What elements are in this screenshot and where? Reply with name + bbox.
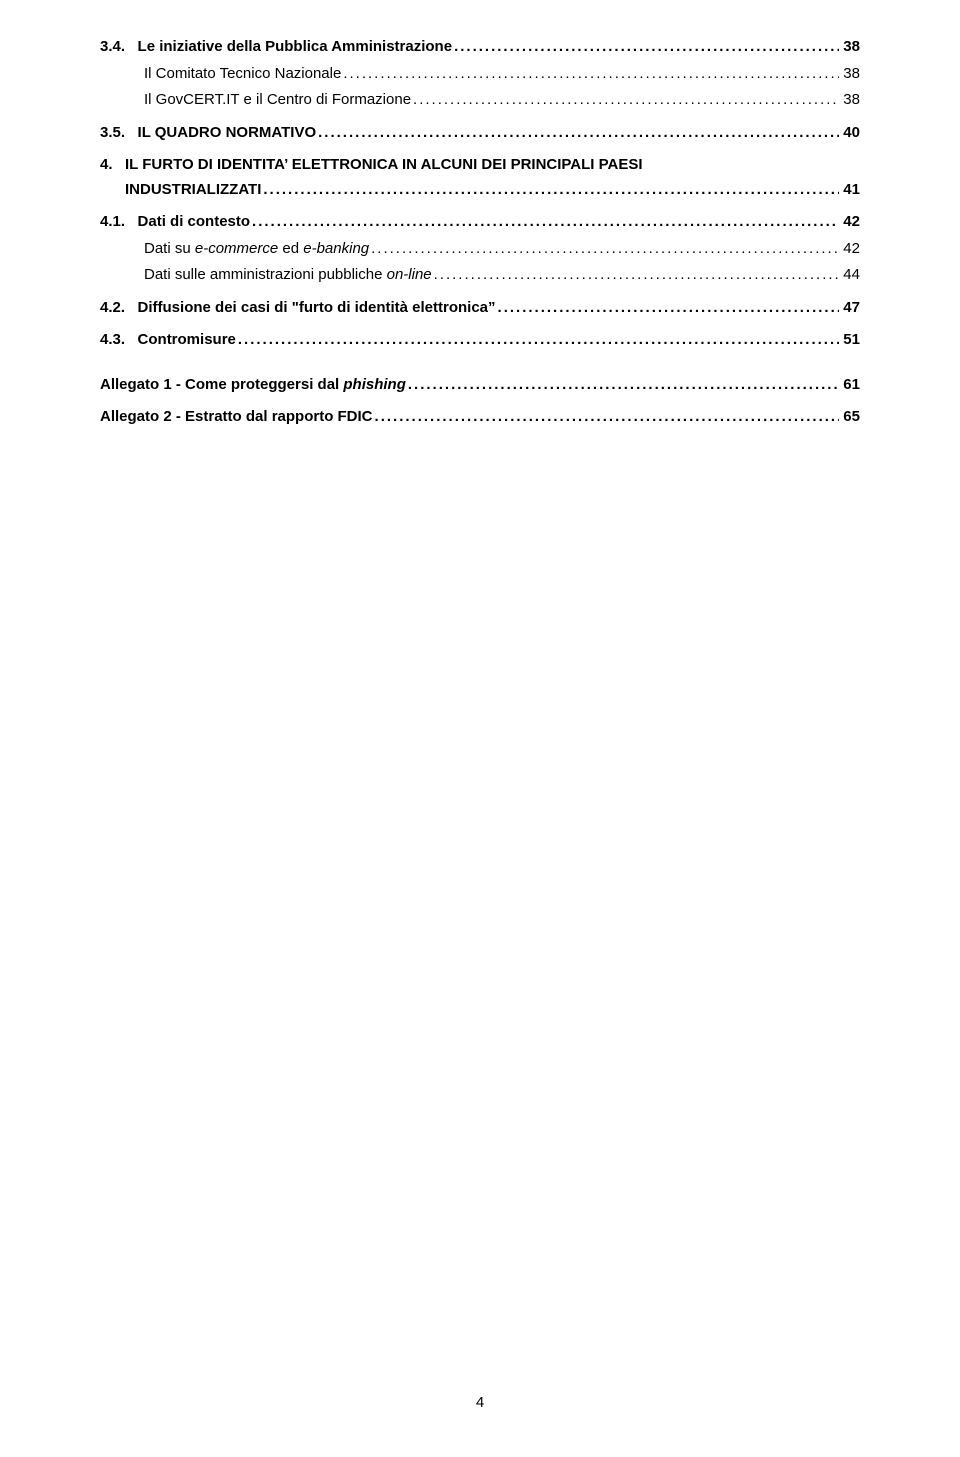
toc-label: Allegato 2 - Estratto dal rapporto FDIC [100,406,373,429]
toc-entry: 4.1. Dati di contesto 42 [100,211,860,234]
toc-leader-dots [341,63,839,86]
toc-entry: 3.5. IL QUADRO NORMATIVO 40 [100,122,860,145]
toc-page: 38 [839,63,860,86]
toc-entry: Allegato 2 - Estratto dal rapporto FDIC … [100,406,860,429]
toc-leader-dots [369,238,839,261]
toc-number: 4.1. [100,211,138,234]
toc-page: 47 [839,297,860,320]
toc-entry: Dati sulle amministrazioni pubbliche on-… [100,264,860,287]
toc-label: Il Comitato Tecnico Nazionale [144,63,341,86]
table-of-contents: 3.4. Le iniziative della Pubblica Ammini… [100,36,860,429]
toc-leader-dots [411,89,839,112]
toc-label: Diffusione dei casi di "furto di identit… [138,297,496,320]
toc-number: 4.2. [100,297,138,320]
toc-entry: 4. IL FURTO DI IDENTITA’ ELETTRONICA IN … [100,154,860,201]
toc-leader-dots [432,264,840,287]
toc-number: 3.5. [100,122,138,145]
toc-entry: Il GovCERT.IT e il Centro di Formazione … [100,89,860,112]
toc-page: 41 [839,179,860,202]
toc-leader-dots [236,329,839,352]
toc-entry: Il Comitato Tecnico Nazionale 38 [100,63,860,86]
toc-entry: 4.2. Diffusione dei casi di "furto di id… [100,297,860,320]
toc-leader-dots [496,297,840,320]
toc-label: Le iniziative della Pubblica Amministraz… [138,36,453,59]
document-page: 3.4. Le iniziative della Pubblica Ammini… [0,0,960,1457]
toc-page: 65 [839,406,860,429]
toc-label: Dati su e-commerce ed e-banking [144,238,369,261]
toc-leader-dots [261,179,839,202]
toc-label: IL FURTO DI IDENTITA’ ELETTRONICA IN ALC… [125,154,643,177]
toc-number: 4. [100,154,125,177]
toc-page: 51 [839,329,860,352]
toc-entry: Dati su e-commerce ed e-banking 42 [100,238,860,261]
toc-page: 38 [839,89,860,112]
toc-page: 38 [839,36,860,59]
toc-leader-dots [373,406,840,429]
toc-label: Allegato 1 - Come proteggersi dal phishi… [100,374,406,397]
page-number: 4 [0,1394,960,1411]
toc-leader-dots [406,374,839,397]
toc-label: Dati di contesto [138,211,251,234]
toc-entry: 4.3. Contromisure 51 [100,329,860,352]
toc-page: 42 [839,211,860,234]
toc-leader-dots [452,36,839,59]
toc-label: INDUSTRIALIZZATI [125,179,261,202]
toc-number: 3.4. [100,36,138,59]
toc-label: IL QUADRO NORMATIVO [138,122,317,145]
toc-page: 42 [839,238,860,261]
toc-leader-dots [316,122,839,145]
toc-label: Il GovCERT.IT e il Centro di Formazione [144,89,411,112]
toc-leader-dots [250,211,839,234]
toc-number: 4.3. [100,329,138,352]
toc-label: Dati sulle amministrazioni pubbliche on-… [144,264,432,287]
toc-label: Contromisure [138,329,236,352]
toc-entry: Allegato 1 - Come proteggersi dal phishi… [100,374,860,397]
toc-entry: 3.4. Le iniziative della Pubblica Ammini… [100,36,860,59]
toc-page: 40 [839,122,860,145]
toc-page: 44 [839,264,860,287]
toc-page: 61 [839,374,860,397]
